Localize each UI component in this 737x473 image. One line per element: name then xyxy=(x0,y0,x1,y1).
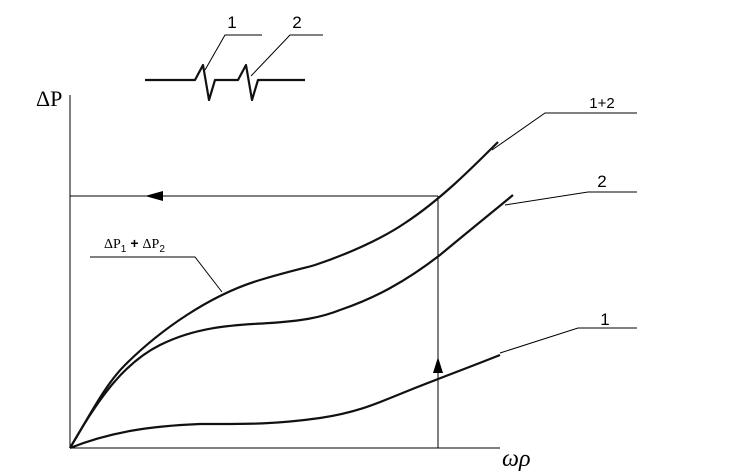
resistor-symbol xyxy=(145,63,305,102)
leader-line xyxy=(499,327,637,354)
curve-1 xyxy=(69,353,501,450)
resistor-label: 2 xyxy=(292,13,301,32)
curve-label: 1+2 xyxy=(589,95,614,112)
annotation-term: ΔP xyxy=(104,237,121,252)
annotation-term: ΔP xyxy=(143,237,160,252)
annotation-sub: 2 xyxy=(159,244,165,255)
annotation-op: + xyxy=(130,235,138,251)
curve-label: 1 xyxy=(600,310,609,329)
curve-label: 2 xyxy=(597,172,606,191)
leader-line xyxy=(504,191,637,206)
annotation: ΔP1 + ΔP2 xyxy=(104,235,165,255)
leader-line xyxy=(90,256,223,293)
leader-line xyxy=(250,34,323,77)
curve-1-plus-2 xyxy=(69,141,499,449)
arrow xyxy=(145,191,163,201)
y-axis-label: ΔP xyxy=(36,86,62,111)
curve-2 xyxy=(69,194,514,449)
x-axis-label: ωρ xyxy=(502,446,530,472)
leader-line xyxy=(204,34,262,71)
leader-line xyxy=(491,112,637,151)
arrow xyxy=(433,357,443,373)
resistor-label: 1 xyxy=(227,13,236,32)
annotation-sub: 1 xyxy=(121,244,127,255)
